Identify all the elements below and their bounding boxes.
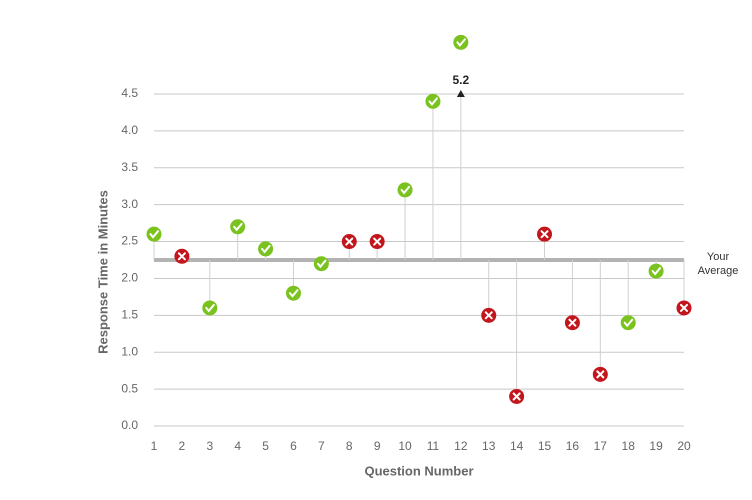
marker-circle [202, 300, 218, 316]
x-tick-label: 11 [427, 439, 440, 453]
y-tick-label: 1.5 [121, 308, 138, 322]
correct-marker [258, 241, 274, 257]
x-tick-label: 5 [262, 439, 269, 453]
value-label: 5.2 [452, 73, 469, 87]
y-tick-label: 0.0 [121, 418, 138, 432]
marker-circle [146, 226, 162, 242]
wrong-marker [537, 226, 553, 242]
y-tick-label: 1.0 [121, 344, 138, 358]
correct-marker [453, 34, 469, 50]
x-tick-label: 7 [318, 439, 325, 453]
marker-icon [568, 318, 577, 327]
marker-icon [345, 237, 354, 246]
x-tick-label: 20 [677, 439, 691, 453]
marker-icon [316, 259, 327, 269]
x-tick-label: 3 [206, 439, 213, 453]
x-tick-label: 6 [290, 439, 297, 453]
correct-marker [425, 93, 441, 109]
marker-icon [373, 237, 382, 246]
x-tick-label: 17 [594, 439, 608, 453]
correct-marker [285, 285, 301, 301]
correct-marker [313, 256, 329, 272]
marker-icon [205, 303, 215, 313]
marker-icon [596, 370, 605, 379]
x-tick-label: 14 [510, 439, 524, 453]
marker-circle [397, 182, 413, 198]
x-tick-label: 4 [234, 439, 241, 453]
average-label: Your Average [697, 251, 739, 277]
correct-marker [146, 226, 162, 242]
x-tick-label: 8 [346, 439, 353, 453]
x-tick-label: 10 [398, 439, 412, 453]
wrong-marker [481, 307, 497, 323]
y-tick-label: 2.0 [121, 271, 138, 285]
marker-circle [620, 315, 636, 331]
y-tick-label: 4.5 [121, 86, 138, 100]
marker-circle [313, 256, 329, 272]
x-axis-title: Question Number [364, 463, 473, 478]
x-tick-label: 2 [179, 439, 186, 453]
wrong-marker [564, 315, 580, 331]
wrong-marker [509, 388, 525, 404]
wrong-marker [369, 234, 385, 250]
overflow-arrow [456, 90, 465, 97]
marker-icon [680, 303, 688, 312]
x-tick-label: 19 [649, 439, 663, 453]
marker-icon [149, 230, 159, 239]
marker-icon [288, 289, 299, 298]
correct-marker [202, 300, 218, 316]
x-tick-label: 1 [151, 439, 158, 453]
wrong-marker [174, 248, 190, 264]
y-tick-label: 3.5 [121, 160, 138, 174]
marker-icon [651, 267, 662, 276]
correct-marker [230, 219, 246, 235]
marker-circle [425, 93, 441, 109]
y-tick-label: 3.0 [121, 197, 138, 211]
correct-marker [648, 263, 664, 279]
x-tick-label: 13 [482, 439, 496, 453]
correct-marker [397, 182, 413, 198]
marker-icon [512, 392, 521, 401]
marker-icon [456, 38, 466, 47]
marker-circle [230, 219, 246, 235]
y-tick-label: 0.5 [121, 381, 138, 395]
wrong-marker [341, 234, 357, 250]
marker-circle [453, 34, 469, 50]
y-axis-title: Response Time in Minutes [95, 190, 110, 354]
marker-icon [233, 222, 243, 232]
marker-circle [648, 263, 664, 279]
x-tick-label: 16 [566, 439, 580, 453]
marker-circle [285, 285, 301, 301]
marker-icon [400, 185, 411, 195]
x-tick-label: 15 [538, 439, 552, 453]
x-tick-label: 9 [374, 439, 381, 453]
wrong-marker [592, 366, 608, 382]
marker-circle [258, 241, 274, 257]
marker-icon [428, 97, 438, 106]
wrong-marker [676, 300, 692, 316]
correct-marker [620, 315, 636, 331]
y-tick-label: 4.0 [121, 123, 138, 137]
x-tick-label: 12 [454, 439, 468, 453]
y-tick-label: 2.5 [121, 234, 138, 248]
marker-icon [484, 311, 493, 320]
marker-icon [623, 318, 634, 328]
marker-icon [261, 244, 271, 254]
marker-icon [540, 230, 549, 239]
marker-icon [177, 252, 186, 261]
x-tick-label: 18 [622, 439, 636, 453]
